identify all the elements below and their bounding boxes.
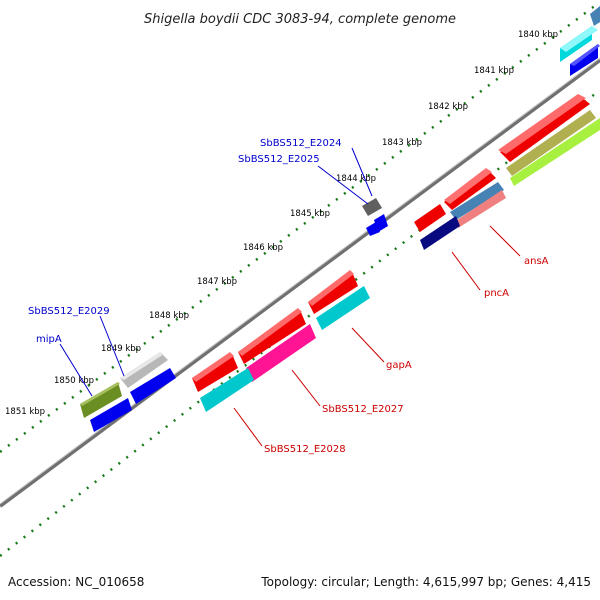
tick-1850: 1850 kbp [54, 376, 94, 386]
tick-1847: 1847 kbp [197, 277, 237, 287]
leader-lines [59, 147, 521, 447]
gene-blue-left-2[interactable] [90, 398, 132, 432]
gene-red-low-1[interactable] [308, 270, 358, 314]
gene-red-mid-1[interactable] [444, 168, 496, 210]
accession-text: Accession: NC_010658 [8, 575, 144, 589]
tick-1842: 1842 kbp [428, 102, 468, 112]
tick-1846: 1846 kbp [243, 243, 283, 253]
label-pncA: pncA [484, 288, 509, 299]
gene-top-right-blue[interactable] [570, 44, 600, 76]
tick-1844: 1844 kbp [336, 174, 376, 184]
genome-backbone-highlight [0, 57, 600, 505]
tick-1848: 1848 kbp [149, 311, 189, 321]
gene-salmon-mid[interactable] [454, 190, 506, 228]
label-SbBS512_E2028: SbBS512_E2028 [264, 444, 346, 455]
tick-1840: 1840 kbp [518, 30, 558, 40]
gene-top-right-cyan[interactable] [560, 26, 598, 62]
topology-text: Topology: circular; Length: 4,615,997 bp… [260, 575, 591, 589]
gene-cyan-low-1[interactable] [316, 286, 370, 330]
gene-gray-left[interactable] [120, 352, 168, 388]
gene-olive-left[interactable] [80, 382, 122, 418]
label-SbBS512_E2029: SbBS512_E2029 [28, 306, 110, 317]
gene-navy-mid[interactable] [420, 216, 460, 250]
label-gapA: gapA [386, 360, 412, 371]
label-SbBS512_E2024: SbBS512_E2024 [260, 138, 342, 149]
gene-red-low-3[interactable] [192, 352, 238, 392]
gene-magenta-low[interactable] [246, 324, 316, 382]
gene-steel-mid[interactable] [450, 182, 504, 220]
gene-red-top-1[interactable] [498, 94, 590, 162]
gene-lime-top[interactable] [510, 118, 600, 186]
tick-1851: 1851 kbp [5, 407, 45, 417]
gene-cyan-low-2[interactable] [200, 368, 254, 412]
genome-backbone [0, 58, 600, 508]
gene-olive-top[interactable] [506, 110, 596, 176]
label-SbBS512_E2027: SbBS512_E2027 [322, 404, 404, 415]
gene-blue-small-2[interactable] [374, 214, 388, 232]
gene-red-mid-2[interactable] [414, 204, 446, 232]
label-mipA: mipA [36, 334, 62, 345]
gene-top-right-steel[interactable] [590, 6, 600, 26]
tick-1849: 1849 kbp [101, 344, 141, 354]
gene-blue-left-1[interactable] [130, 368, 176, 404]
tick-1845: 1845 kbp [290, 209, 330, 219]
label-ansA: ansA [524, 256, 549, 267]
tick-1843: 1843 kbp [382, 138, 422, 148]
map-title: Shigella boydii CDC 3083-94, complete ge… [144, 12, 456, 27]
gene-red-low-2[interactable] [238, 308, 306, 364]
label-SbBS512_E2025: SbBS512_E2025 [238, 154, 320, 165]
gene-gray-small[interactable] [362, 198, 382, 216]
tick-1841: 1841 kbp [474, 66, 514, 76]
